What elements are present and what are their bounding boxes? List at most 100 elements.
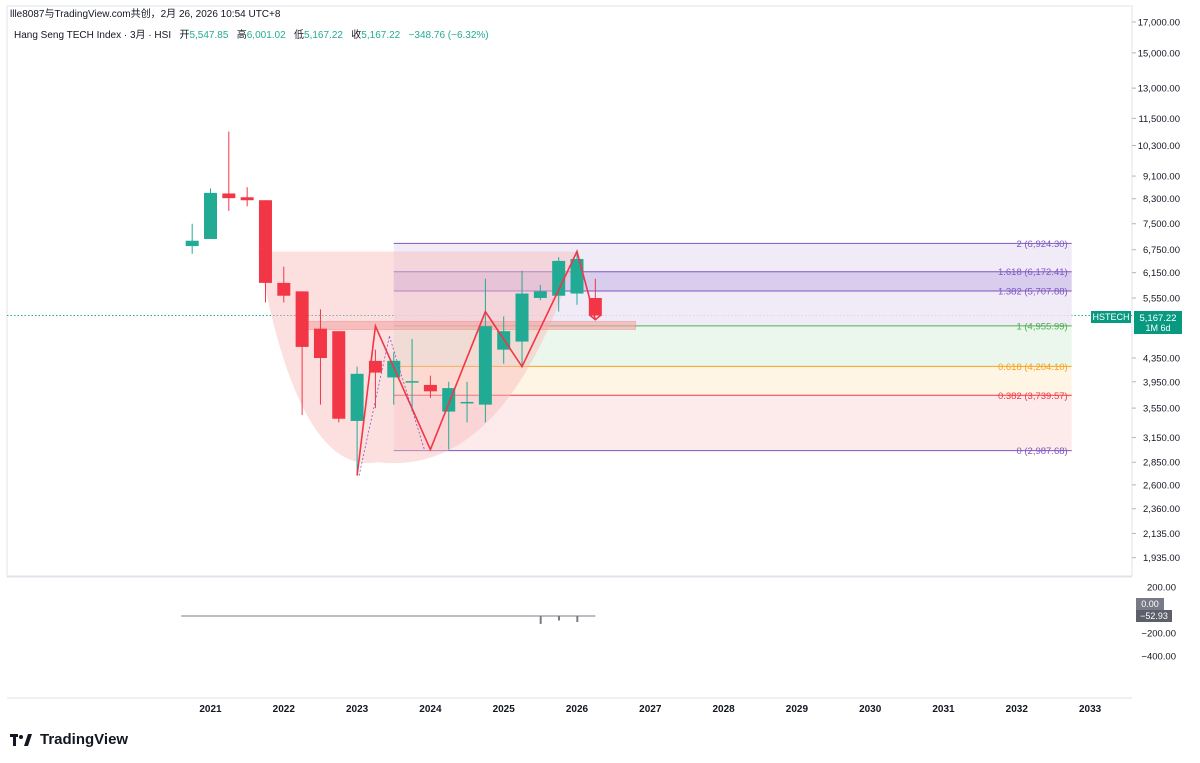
indicator-badge-value-2: −52.93 [1140, 611, 1168, 621]
price-tick-label: 6,750.00 [1143, 245, 1180, 256]
fib-level-label: 0.382 (3,739.57) [998, 391, 1068, 402]
zigzag-pattern[interactable] [356, 249, 602, 476]
open-label: 开 [179, 30, 190, 41]
price-tick-label: 2,360.00 [1143, 504, 1180, 515]
indicator-badge-value-1: 0.00 [1141, 599, 1159, 609]
high-label: 高 [236, 30, 247, 41]
time-axis[interactable]: 2021 2022 2023 2024 2025 2026 2027 2028 2029 2030… [199, 704, 1101, 715]
time-tick-label: 2031 [932, 704, 955, 715]
brand-name: TradingView [40, 731, 129, 748]
chart-background-layer [6, 5, 1133, 699]
time-tick-label: 2029 [786, 704, 809, 715]
low-value: 5,167.22 [304, 30, 343, 41]
fib-band [393, 395, 1072, 451]
candle-body [515, 293, 529, 342]
candle-body [258, 200, 272, 283]
price-badge-box [1134, 311, 1182, 334]
candle-body [350, 373, 364, 421]
candle-body [552, 260, 566, 296]
zigzag-arrow-icon [588, 314, 602, 321]
price-tick-label: 7,500.00 [1143, 219, 1180, 230]
ticker-badge-box [1091, 311, 1131, 323]
price-tick-label: 3,150.00 [1143, 433, 1180, 444]
price-tick-label: 5,550.00 [1143, 293, 1180, 304]
candle-body [423, 384, 437, 392]
candle-body [185, 240, 199, 247]
fib-band [393, 291, 1072, 326]
symbol-legend: Hang Seng TECH Index · 3月 · HSI 开5,547.8… [14, 26, 489, 41]
main-pane-border [6, 5, 1133, 577]
author-line: llle8087与TradingView.com共创，2月 26, 2026 1… [10, 9, 281, 20]
time-tick-label: 2021 [199, 704, 222, 715]
candle-body [277, 282, 291, 296]
close-label: 收 [351, 30, 362, 41]
candle-body [368, 360, 382, 373]
indicator-tick-label: 200.00 [1147, 583, 1176, 594]
price-tick-label: 3,550.00 [1143, 404, 1180, 415]
candle-body [204, 192, 217, 239]
fib-band [393, 366, 1072, 396]
time-tick-label: 2024 [419, 704, 442, 715]
candle-body [478, 326, 492, 405]
candle-body [332, 331, 346, 419]
fib-level-label: 1.618 (6,172.41) [998, 267, 1068, 278]
price-tick-label: 13,000.00 [1138, 84, 1180, 95]
time-tick-label: 2027 [639, 704, 662, 715]
candle-body [533, 291, 547, 298]
time-tick-label: 2025 [493, 704, 516, 715]
indicator-badge-box-2 [1136, 610, 1172, 622]
candle-body [405, 381, 419, 383]
low-label: 低 [294, 30, 305, 41]
tradingview-logo-icon [10, 733, 32, 746]
candle-body [222, 193, 236, 199]
fib-level-label: 1.382 (5,707.88) [998, 287, 1068, 298]
time-tick-label: 2028 [712, 704, 735, 715]
ticker-badge: HSTECH [1092, 312, 1129, 322]
price-tick-label: 2,135.00 [1143, 529, 1180, 540]
price-tick-label: 11,500.00 [1138, 114, 1180, 125]
time-tick-label: 2030 [859, 704, 882, 715]
price-tick-label: 15,000.00 [1138, 48, 1180, 59]
indicator-tick-label: −200.00 [1141, 629, 1176, 640]
price-tick-label: 1,935.00 [1143, 553, 1180, 564]
fib-level-label: 0 (2,987.68) [1016, 446, 1067, 457]
candlestick-series [185, 131, 602, 476]
time-tick-label: 2026 [566, 704, 589, 715]
zigzag-line [356, 249, 597, 476]
price-tick-label: 2,850.00 [1143, 458, 1180, 469]
indicator-pane: 200.00 −200.00 −400.00 [181, 583, 1176, 663]
candle-body [570, 258, 584, 294]
axis-badges: HSTECH 5,167.22 1M 6d 0.00 −52.93 [1091, 311, 1182, 622]
price-badge-countdown: 1M 6d [1145, 323, 1170, 333]
price-tick-label: 10,300.00 [1138, 141, 1180, 152]
symbol-line: Hang Seng TECH Index · 3月 · HSI [14, 30, 172, 41]
tradingview-brand[interactable]: TradingView [10, 731, 128, 748]
candle-body [588, 298, 602, 316]
time-tick-label: 2022 [273, 704, 296, 715]
change-value: −348.76 (−6.32%) [408, 30, 489, 41]
candle-body [295, 291, 309, 347]
fib-level-label: 1 (4,955.99) [1016, 321, 1067, 332]
fib-band [393, 243, 1072, 272]
price-tick-label: 8,300.00 [1143, 194, 1180, 205]
close-value: 5,167.22 [361, 30, 401, 41]
price-tick-label: 4,350.00 [1143, 354, 1180, 365]
indicator-badge-box-1 [1136, 598, 1164, 610]
candle-body [240, 197, 254, 201]
price-axis[interactable]: 17,000.00 15,000.00 13,000.00 11,500.00 10,3… [1132, 18, 1180, 565]
indicator-tick-label: −400.00 [1141, 652, 1176, 663]
open-value: 5,547.85 [189, 30, 229, 41]
price-tick-label: 9,100.00 [1143, 172, 1180, 183]
high-value: 6,001.02 [246, 30, 286, 41]
price-tick-label: 17,000.00 [1138, 18, 1180, 29]
support-zone [305, 320, 636, 330]
fib-level-label: 2 (6,924.30) [1016, 239, 1067, 250]
price-badge-price: 5,167.22 [1140, 313, 1177, 324]
price-tick-label: 3,950.00 [1143, 377, 1180, 388]
time-tick-label: 2023 [346, 704, 369, 715]
fib-level-label: 0.618 (4,204.10) [998, 362, 1068, 373]
price-tick-label: 6,150.00 [1143, 268, 1180, 279]
price-tick-label: 2,600.00 [1143, 480, 1180, 491]
candle-body [460, 401, 474, 404]
